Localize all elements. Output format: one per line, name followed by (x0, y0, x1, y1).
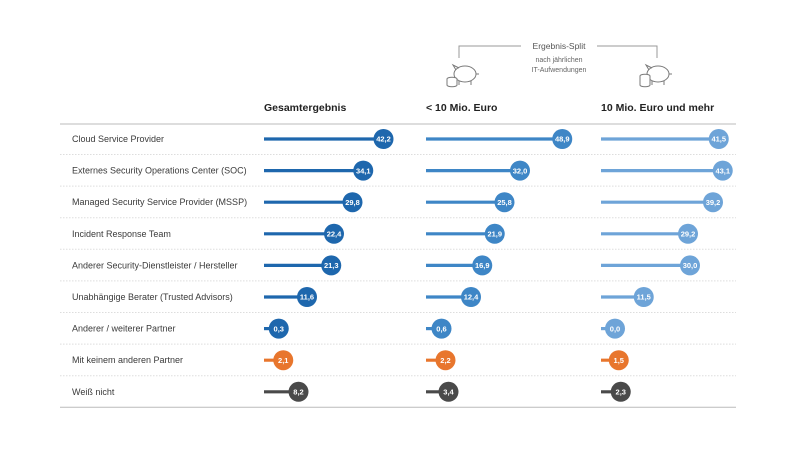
data-label: 22,4 (327, 230, 342, 239)
bar-marker (703, 192, 723, 213)
bar-marker (708, 129, 729, 149)
data-label: 29,2 (681, 230, 696, 239)
data-label: 0,0 (610, 324, 620, 333)
row-label: Cloud Service Provider (72, 134, 164, 144)
row-label: Anderer Security-Dienstleister / Herstel… (72, 260, 238, 270)
bar-marker (273, 350, 294, 371)
row-label: Weiß nicht (72, 387, 115, 397)
bar-marker (461, 287, 481, 307)
piggy-bank-coins-icon (639, 63, 672, 88)
data-label: 29,8 (345, 198, 360, 207)
data-label: 25,8 (497, 198, 512, 207)
data-label: 16,9 (475, 261, 490, 270)
data-label: 0,6 (436, 324, 446, 333)
data-label: 0,3 (274, 324, 284, 333)
data-label: 2,3 (616, 388, 626, 397)
bar-marker (342, 192, 363, 213)
data-label: 39,2 (706, 198, 721, 207)
bar-marker (324, 223, 344, 244)
bar-marker (353, 160, 374, 181)
bar-marker (297, 287, 317, 307)
column-header-gesamt: Gesamtergebnis (264, 102, 346, 114)
data-label: 30,0 (683, 261, 698, 270)
bar-marker (321, 255, 342, 276)
data-label: 12,4 (464, 293, 479, 302)
row-label: Unabhängige Berater (Trusted Advisors) (72, 292, 233, 302)
row-label: Externes Security Operations Center (SOC… (72, 166, 247, 176)
data-label: 1,5 (614, 356, 624, 365)
bar-marker (494, 192, 515, 213)
bar-marker (435, 350, 456, 371)
bar-marker (605, 318, 625, 339)
bar-marker (510, 160, 530, 181)
bar-marker (712, 160, 733, 181)
bar-marker (608, 350, 629, 371)
data-label: 2,2 (440, 356, 450, 365)
split-subtitle-line-1: nach jährlichen (535, 57, 582, 64)
bar-marker (678, 223, 698, 244)
chart-rows: Cloud Service Provider 42,2 48,9 41,5 Extern… (60, 123, 736, 408)
bar-marker (633, 287, 654, 307)
bar-marker (472, 255, 493, 276)
bar-marker (288, 381, 309, 402)
column-header-large: 10 Mio. Euro und mehr (601, 102, 714, 114)
data-label: 11,6 (300, 293, 314, 302)
data-label: 34,1 (356, 166, 371, 175)
row-label: Incident Response Team (72, 229, 171, 239)
data-label: 48,9 (555, 135, 570, 144)
data-label: 2,1 (278, 356, 288, 365)
piggy-bank-coins-icon (446, 63, 479, 88)
bar-marker (610, 381, 631, 402)
chart-header: Ergebnis-Split nach jährlichen IT-Aufwen… (264, 41, 714, 114)
column-header-small: < 10 Mio. Euro (426, 102, 497, 114)
split-bracket (458, 45, 658, 58)
bar-marker (680, 255, 700, 276)
bar-marker (431, 318, 452, 339)
data-label: 3,4 (443, 388, 454, 397)
data-label: 21,9 (487, 230, 502, 239)
bar-marker (268, 318, 289, 339)
data-label: 8,2 (293, 388, 303, 397)
row-label: Anderer / weiterer Partner (72, 324, 176, 334)
bar-marker (552, 129, 573, 149)
data-label: 32,0 (513, 166, 528, 175)
data-label: 41,5 (711, 135, 726, 144)
data-label: 43,1 (715, 166, 730, 175)
bar-marker (484, 223, 505, 244)
bar-marker (438, 381, 459, 402)
data-label: 21,3 (324, 261, 339, 270)
data-label: 42,2 (376, 135, 391, 144)
bar-marker (373, 129, 394, 149)
row-label: Managed Security Service Provider (MSSP) (72, 197, 247, 207)
data-label: 11,5 (637, 293, 651, 302)
split-subtitle-line-2: IT-Aufwendungen (532, 67, 587, 74)
row-label: Mit keinem anderen Partner (72, 355, 183, 365)
split-title: Ergebnis-Split (533, 41, 587, 51)
